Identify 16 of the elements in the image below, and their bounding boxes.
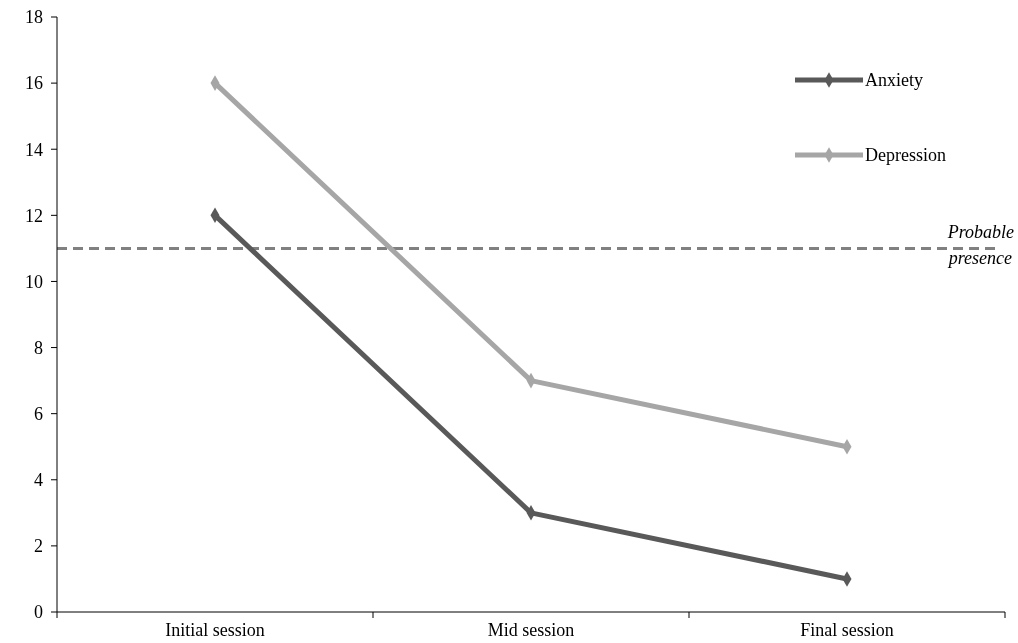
y-tick-label: 16 [25,73,43,94]
y-tick-label: 4 [34,470,43,491]
ref-line-label: Probable presence [946,222,1014,269]
y-tick-label: 14 [25,139,43,160]
legend-label: Anxiety [865,70,923,91]
y-tick-label: 12 [25,205,43,226]
y-tick-label: 18 [25,7,43,28]
x-tick-label: Mid session [487,620,575,641]
y-tick-label: 6 [34,403,43,424]
y-tick-label: 8 [34,337,43,358]
x-tick-label: Final session [800,620,894,641]
legend-label: Depression [865,145,946,166]
y-tick-label: 2 [34,536,43,557]
x-tick-label: Initial session [165,620,265,641]
y-tick-label: 10 [25,271,43,292]
y-tick-label: 0 [34,602,43,623]
